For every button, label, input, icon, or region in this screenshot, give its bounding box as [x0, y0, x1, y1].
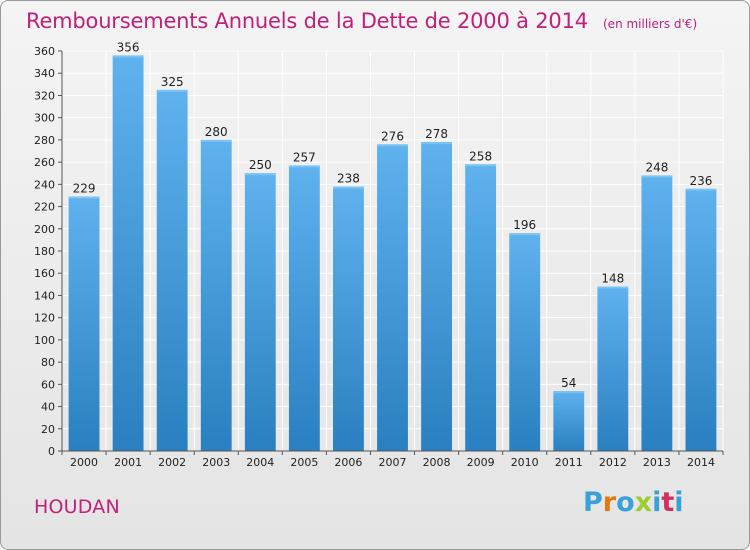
bar-highlight — [156, 89, 188, 92]
bar-highlight — [288, 165, 320, 168]
axes — [58, 50, 724, 455]
y-tick-label: 200 — [34, 223, 55, 236]
y-tick-label: 300 — [34, 112, 55, 125]
x-tick-label: 2006 — [334, 456, 362, 469]
bar-2011 — [553, 391, 585, 451]
bar-2010 — [509, 233, 541, 451]
commune-name: HOUDAN — [34, 496, 120, 518]
data-label: 229 — [73, 182, 96, 196]
y-tick-label: 140 — [34, 289, 55, 302]
x-tick-label: 2002 — [158, 456, 186, 469]
data-label: 280 — [205, 125, 228, 139]
bar-2003 — [200, 139, 232, 451]
data-label: 278 — [425, 127, 448, 141]
logo-letter: t — [661, 487, 675, 518]
bar-highlight — [553, 391, 585, 393]
y-tick-label: 100 — [34, 334, 55, 347]
chart-title-row: Remboursements Annuels de la Dette de 20… — [26, 9, 697, 33]
bar-highlight — [597, 286, 629, 289]
bar-highlight — [68, 196, 100, 199]
logo-letter: x — [634, 487, 653, 518]
y-tick-label: 320 — [34, 89, 55, 102]
data-label: 257 — [293, 150, 316, 164]
bar-2008 — [421, 142, 452, 451]
x-tick-label: 2013 — [643, 456, 671, 469]
y-tick-label: 360 — [34, 45, 55, 58]
data-label: 196 — [513, 218, 536, 232]
y-tick-label: 240 — [34, 178, 55, 191]
y-tick-label: 180 — [34, 245, 55, 258]
logo-letter: P — [583, 487, 603, 518]
x-tick-label: 2009 — [467, 456, 495, 469]
y-tick-label: 20 — [41, 423, 55, 436]
data-label: 356 — [117, 40, 140, 54]
proxiti-logo[interactable]: Proxiti — [583, 487, 684, 518]
data-label: 248 — [645, 160, 668, 174]
bar-highlight — [112, 55, 144, 58]
x-tick-label: 2003 — [202, 456, 230, 469]
x-tick-label: 2001 — [114, 456, 142, 469]
bar-2006 — [333, 186, 364, 452]
bar-highlight — [200, 139, 232, 142]
y-tick-label: 280 — [34, 134, 55, 147]
bar-2004 — [244, 173, 276, 451]
y-tick-label: 0 — [48, 445, 55, 458]
bar-2001 — [112, 55, 144, 451]
x-tick-label: 2011 — [555, 456, 583, 469]
data-label: 258 — [469, 149, 492, 163]
bar-2009 — [465, 164, 497, 452]
bar-highlight — [641, 175, 673, 178]
data-labels: 229 356 325 280 250 257 238 276 278 258 196 54 148 24… — [73, 40, 713, 390]
bar-highlight — [333, 186, 364, 189]
bar-highlight — [421, 142, 452, 145]
data-label: 236 — [690, 174, 713, 188]
data-label: 54 — [561, 376, 576, 390]
x-tick-label: 2005 — [290, 456, 318, 469]
logo-letter: i — [652, 487, 662, 518]
x-tick-label: 2010 — [511, 456, 539, 469]
logo-letter: o — [616, 487, 635, 518]
y-tick-label: 160 — [34, 267, 55, 280]
y-tick-label: 80 — [41, 356, 55, 369]
y-tick-label: 260 — [34, 156, 55, 169]
x-tick-label: 2012 — [599, 456, 627, 469]
y-tick-label: 60 — [41, 378, 55, 391]
bar-highlight — [509, 233, 541, 236]
bar-2002 — [156, 89, 188, 451]
bar-2005 — [288, 165, 320, 451]
logo-letter: r — [602, 487, 617, 518]
x-tick-label: 2007 — [379, 456, 407, 469]
bar-highlight — [685, 188, 717, 191]
y-tick-label: 220 — [34, 201, 55, 214]
x-tick-label: 2004 — [246, 456, 274, 469]
data-label: 148 — [601, 272, 624, 286]
data-label: 238 — [337, 172, 360, 186]
bar-2000 — [68, 196, 100, 451]
bars — [68, 55, 717, 452]
data-label: 276 — [381, 129, 404, 143]
bar-2013 — [641, 175, 673, 451]
bar-highlight — [377, 144, 408, 147]
x-tick-labels: 2000 2001 2002 2003 2004 2005 2006 2007 2008 2009… — [70, 456, 715, 469]
y-tick-labels: 0 20 40 60 80 100 120 140 160 180 200 220 240 260 280 3… — [34, 45, 55, 458]
chart-unit-note: (en milliers d'€) — [603, 17, 698, 31]
x-tick-label: 2008 — [423, 456, 451, 469]
logo-letter: i — [674, 487, 684, 518]
data-label: 250 — [249, 158, 272, 172]
bar-2012 — [597, 286, 629, 451]
y-tick-label: 40 — [41, 401, 55, 414]
x-tick-label: 2000 — [70, 456, 98, 469]
bar-2007 — [377, 144, 408, 452]
bar-2014 — [685, 188, 717, 451]
bar-highlight — [244, 173, 276, 176]
y-tick-label: 120 — [34, 312, 55, 325]
data-label: 325 — [161, 75, 184, 89]
bar-highlight — [465, 164, 497, 167]
x-tick-label: 2014 — [687, 456, 715, 469]
y-tick-label: 340 — [34, 67, 55, 80]
chart-title: Remboursements Annuels de la Dette de 20… — [26, 9, 588, 33]
